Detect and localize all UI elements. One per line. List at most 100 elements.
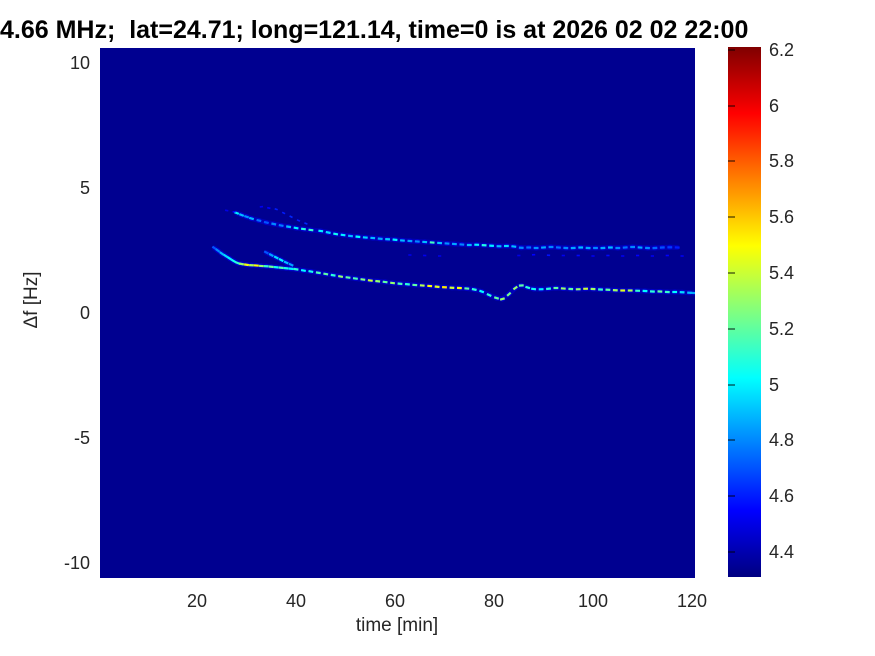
trace-dash [531, 287, 537, 291]
trace-dash [273, 265, 279, 269]
trace-dash [238, 213, 245, 217]
x-tick-label: 100 [577, 591, 609, 611]
trace-dash [499, 297, 506, 301]
trace-dash [471, 287, 477, 292]
trace-dash [323, 272, 329, 276]
trace-dash [333, 232, 339, 236]
trace-dash [223, 253, 229, 259]
trace-dash [288, 262, 294, 267]
trace-dash [263, 250, 270, 255]
trace-dash [345, 276, 351, 279]
colorbar-tick-mark [728, 550, 735, 553]
trace-dash [256, 218, 262, 223]
trace-dash [304, 222, 308, 225]
x-tick-label: 60 [385, 591, 406, 611]
trace-dash [382, 280, 388, 284]
colorbar-tick-mark [728, 327, 735, 330]
trace-dash [300, 269, 306, 272]
colorbar-tick-mark [728, 495, 735, 498]
y-tick-label: 0 [79, 303, 90, 323]
colorbar-tick-mark [728, 160, 735, 163]
trace-dash [355, 235, 361, 239]
trace-dash [263, 220, 269, 225]
y-tick-label: -5 [73, 428, 90, 448]
colorbar-tick-label: 5 [769, 374, 780, 395]
trace-dash [434, 285, 440, 289]
trace-dash [340, 233, 346, 237]
trace-dash [288, 267, 294, 271]
colorbar-tick-label: 6.2 [769, 39, 795, 60]
trace-dash [293, 226, 299, 230]
trace-dash [352, 277, 358, 280]
trace-dash [300, 227, 306, 231]
colorbar-tick-mark [728, 439, 735, 442]
trace-dash [525, 285, 531, 290]
trace-dash [347, 234, 354, 238]
traces-svg [211, 205, 695, 302]
trace-dash [392, 238, 398, 242]
colorbar [728, 47, 761, 577]
trace-dash [360, 278, 366, 281]
x-axis-label: time [min] [355, 615, 439, 636]
trace-dash [215, 248, 221, 253]
trace-dash [338, 275, 344, 278]
trace-dash [268, 252, 274, 258]
trace-dash [231, 258, 237, 264]
trace-dash [273, 255, 279, 260]
trace-dash [243, 263, 250, 267]
colorbar-tick-mark [728, 48, 735, 51]
trace-dash [293, 267, 299, 271]
trace-dash [545, 287, 552, 291]
plot-area [100, 48, 695, 578]
colorbar-tick-label: 5.6 [769, 207, 795, 228]
colorbar-tick-label: 5.4 [769, 262, 795, 283]
trace-dash [248, 216, 255, 221]
trace-dash [479, 289, 485, 294]
colorbar-tick-mark [728, 271, 735, 274]
trace-dash [211, 245, 217, 251]
x-tick-label: 120 [676, 591, 708, 611]
trace-dash [390, 281, 396, 285]
trace-dash [308, 228, 314, 232]
trace-dash [367, 279, 373, 282]
trace-dash [506, 291, 512, 297]
trace-dash [224, 209, 229, 212]
trace-dash [278, 257, 284, 263]
trace-dash [281, 211, 286, 215]
colorbar-tick-label: 6 [769, 95, 780, 116]
trace-dash [268, 265, 274, 269]
trace-dash [227, 256, 233, 261]
trace-dash [318, 229, 324, 233]
trace-dash [330, 273, 336, 277]
trace-dash [375, 279, 381, 283]
colorbar-tick-mark [728, 383, 735, 386]
y-tick-label: -10 [63, 553, 90, 573]
colorbar-tick-label: 5.2 [769, 318, 795, 339]
trace-dash [512, 285, 518, 291]
trace-dash [219, 251, 225, 256]
trace-dash [486, 292, 492, 298]
trace-dash [315, 271, 321, 275]
trace-dash [493, 296, 500, 300]
x-tick-label: 80 [484, 591, 505, 611]
colorbar-tick-mark [728, 104, 735, 107]
y-tick-label: 5 [79, 178, 90, 198]
trace-dash [271, 222, 277, 226]
trace-dash [397, 282, 403, 286]
colorbar-tick-label: 4.6 [769, 486, 795, 507]
trace-dash [325, 230, 331, 235]
trace-dash [308, 270, 314, 273]
colorbar-tick-label: 5.8 [769, 151, 795, 172]
colorbar-tick-label: 4.8 [769, 430, 795, 451]
trace-dash [238, 262, 245, 266]
trace-dash [274, 207, 278, 211]
trace-dash [286, 225, 292, 229]
trace-dash [404, 282, 410, 286]
trace-dash [278, 266, 284, 270]
x-tick-label: 40 [286, 591, 307, 611]
trace-dash [289, 215, 293, 219]
trace-dash [283, 266, 289, 270]
trace-dash [278, 224, 284, 227]
trace-dash [267, 206, 271, 210]
